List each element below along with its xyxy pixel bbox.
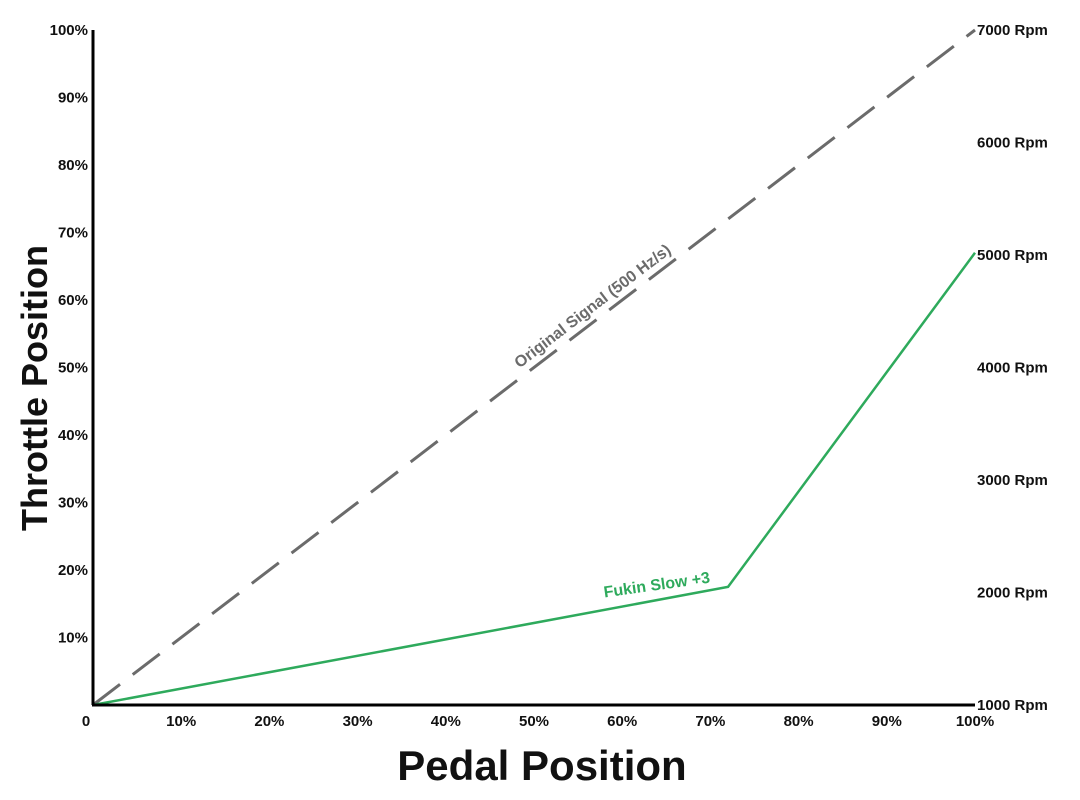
series-label-original-signal: Original Signal (500 Hz/s) bbox=[512, 242, 675, 372]
y-tick-30: 30% bbox=[58, 495, 88, 512]
y-tick-80: 80% bbox=[58, 157, 88, 174]
x-tick-50: 50% bbox=[519, 713, 549, 730]
y-axis-title: Throttle Position bbox=[14, 245, 55, 531]
x-tick-labels: 0 10% 20% 30% 40% 50% 60% 70% 80% 90% 100% bbox=[82, 713, 994, 730]
y-tick-20: 20% bbox=[58, 562, 88, 579]
rpm-tick-1000-rpm: 1000 Rpm bbox=[977, 697, 1048, 714]
x-tick-60: 60% bbox=[607, 713, 637, 730]
rpm-tick-labels: 1000 Rpm 2000 Rpm 3000 Rpm 4000 Rpm 5000 Rpm… bbox=[977, 22, 1048, 714]
x-tick-10: 10% bbox=[166, 713, 196, 730]
y-tick-100: 100% bbox=[50, 22, 88, 39]
series-line-fukin-slow-3 bbox=[92, 252, 977, 707]
y-tick-60: 60% bbox=[58, 292, 88, 309]
x-tick-80: 80% bbox=[784, 713, 814, 730]
rpm-tick-3000-rpm: 3000 Rpm bbox=[977, 472, 1048, 489]
series-label-fukin-slow: Fukin Slow +3 bbox=[603, 570, 712, 602]
x-tick-0: 0 bbox=[82, 713, 90, 730]
rpm-tick-5000-rpm: 5000 Rpm bbox=[977, 247, 1048, 264]
x-tick-100: 100% bbox=[956, 713, 994, 730]
x-tick-70: 70% bbox=[695, 713, 725, 730]
y-tick-50: 50% bbox=[58, 360, 88, 377]
series-layer: Original Signal (500 Hz/s) Fukin Slow +3 bbox=[92, 28, 977, 707]
x-axis-title: Pedal Position bbox=[397, 742, 686, 789]
series-line-original-signal-500-hz-s bbox=[92, 28, 976, 707]
x-tick-30: 30% bbox=[343, 713, 373, 730]
x-tick-20: 20% bbox=[254, 713, 284, 730]
y-tick-40: 40% bbox=[58, 427, 88, 444]
rpm-tick-4000-rpm: 4000 Rpm bbox=[977, 360, 1048, 377]
x-tick-90: 90% bbox=[872, 713, 902, 730]
y-tick-10: 10% bbox=[58, 630, 88, 647]
y-tick-labels: 10% 20% 30% 40% 50% 60% 70% 80% 90% 100% bbox=[50, 22, 88, 647]
y-tick-90: 90% bbox=[58, 90, 88, 107]
y-tick-70: 70% bbox=[58, 225, 88, 242]
rpm-tick-2000-rpm: 2000 Rpm bbox=[977, 585, 1048, 602]
rpm-tick-7000-rpm: 7000 Rpm bbox=[977, 22, 1048, 39]
rpm-tick-6000-rpm: 6000 Rpm bbox=[977, 135, 1048, 152]
x-tick-40: 40% bbox=[431, 713, 461, 730]
